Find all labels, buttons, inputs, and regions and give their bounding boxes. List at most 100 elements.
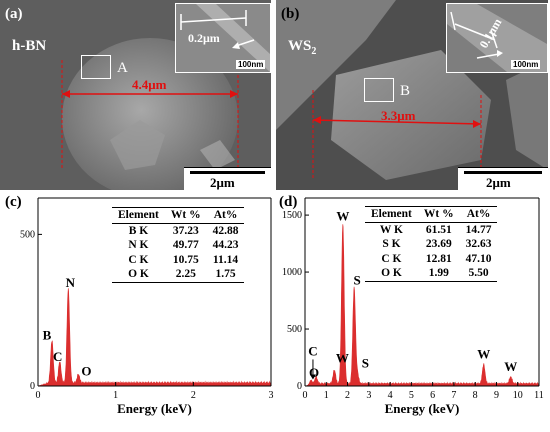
region-box-b: [364, 78, 394, 102]
peak-label: W: [336, 208, 349, 223]
panel-label-c: (c): [5, 194, 22, 210]
cell: C K: [128, 253, 149, 266]
cell: 49.77: [172, 239, 199, 251]
peak-label: O: [81, 364, 91, 379]
table-header: Element Wt % At%: [365, 206, 498, 222]
eds-plot-c: 0 1 2 3 0 500 Energy (keV) BC N O: [20, 197, 274, 416]
cell: 5.50: [468, 267, 489, 279]
material-label-ws2: WS2: [288, 38, 316, 57]
material-label-hbn: h-BN: [12, 38, 47, 54]
peak-label: W: [504, 359, 517, 374]
x-tick-label: 9: [494, 390, 499, 401]
c-peak-arrowhead: [309, 374, 316, 380]
y-tick-label: 500: [287, 324, 302, 335]
peak-label: S: [354, 272, 361, 287]
cell: C K: [381, 252, 402, 265]
ws2-main: WS: [288, 38, 312, 54]
hbn-scalebar: 2μm: [184, 167, 271, 190]
x-tick-label: 6: [430, 390, 435, 401]
col-at: At%: [213, 209, 238, 221]
col-element: Element: [371, 208, 412, 220]
col-wt: Wt %: [423, 208, 454, 220]
cell: 44.23: [212, 239, 239, 251]
hbn-scale-text: 2μm: [210, 175, 235, 190]
peak-label: O: [309, 365, 319, 380]
table-row: W K 61.51 14.77: [365, 222, 497, 237]
ws2-width-line: [312, 119, 482, 125]
table-row: C K 10.75 11.14: [112, 253, 244, 268]
x-tick-label: 3: [366, 390, 371, 401]
table-row: N K 49.77 44.23: [112, 238, 244, 253]
cell: 1.99: [428, 267, 449, 279]
x-tick-label: 10: [513, 390, 523, 401]
table-row: O K 2.25 1.75: [112, 267, 245, 282]
x-tick-label: 1: [324, 390, 329, 401]
cell: 32.63: [465, 238, 492, 250]
col-element: Element: [118, 209, 159, 221]
composition-table-d: Element Wt % At% W K 61.51 14.77 S K 23.69 3…: [365, 206, 498, 282]
hbn-particle: [62, 38, 238, 190]
cell: 12.81: [425, 252, 452, 265]
peak-label: W: [477, 347, 490, 362]
x-tick-label: 8: [473, 390, 478, 401]
x-axis-label: Energy (keV): [385, 401, 460, 416]
eds-chart-hbn: 0 1 2 3 0 500 Energy (keV) B C N O (c) Element Wt …: [0, 192, 275, 427]
x-tick-label: 2: [191, 390, 196, 401]
x-tick-label: 4: [388, 390, 393, 401]
ws2-scale-text: 2μm: [486, 175, 511, 190]
peak-label: N: [66, 275, 76, 290]
ws2-inset-scale: 100nm: [511, 60, 541, 69]
table-row: B K 37.23 42.88: [112, 223, 244, 238]
peak-label: S: [362, 356, 369, 371]
ws2-width-value: 3.3μm: [381, 108, 416, 123]
hbn-inset-scale: 100nm: [236, 60, 266, 69]
y-tick-label: 1500: [282, 210, 302, 221]
x-tick-label: 0: [36, 390, 41, 401]
table-row: O K 1.99 5.50: [365, 266, 498, 281]
sem-image-ws2: (b) WS2 3.3μm B 0.1μm 100nm 2μm: [276, 0, 548, 190]
x-tick-label: 1: [113, 390, 118, 401]
cell: 37.23: [172, 224, 199, 237]
y-tick-label: 0: [297, 381, 302, 392]
ws2-micrograph: [276, 0, 548, 190]
cell: B K: [128, 224, 149, 237]
x-tick-label: 2: [345, 390, 350, 401]
hbn-inset: 0.2μm 100nm: [175, 3, 271, 73]
x-tick-label: 0: [303, 390, 308, 401]
cell: O K: [128, 268, 149, 280]
col-wt: Wt %: [170, 209, 201, 221]
spectrum-area: [304, 224, 540, 387]
region-label-a: A: [117, 60, 128, 76]
cell: 11.14: [212, 253, 239, 266]
col-at: At%: [466, 208, 491, 220]
table-header: Element Wt % At%: [112, 207, 245, 223]
ws2-inset: 0.1μm 100nm: [446, 3, 548, 73]
ws2-flake: [331, 50, 491, 180]
x-tick-label: 7: [451, 390, 456, 401]
region-box-a: [81, 55, 111, 79]
x-tick-label: 5: [409, 390, 414, 401]
peak-label: B: [43, 328, 52, 343]
table-row: S K 23.69 32.63: [365, 237, 497, 252]
cell: 47.10: [465, 252, 492, 265]
cell: 2.25: [175, 268, 196, 280]
cell: W K: [379, 223, 403, 236]
table-row: C K 12.81 47.10: [365, 252, 497, 267]
peak-label: C: [53, 349, 62, 364]
region-label-b: B: [400, 83, 411, 99]
composition-table-c: Element Wt % At% B K 37.23 42.88 N K 49.77 4…: [112, 207, 245, 283]
sem-image-hbn: (a) h-BN 4.4μm A 0.2μm 100nm 2μm: [0, 0, 271, 190]
y-tick-label: 0: [30, 381, 35, 392]
cell: 42.88: [212, 224, 239, 237]
x-tick-label: 3: [269, 390, 274, 401]
cell: O K: [381, 267, 402, 279]
panel-label-b: (b): [281, 6, 300, 22]
cell: 23.69: [425, 238, 452, 250]
cell: 10.75: [172, 253, 199, 266]
x-tick-label: 11: [534, 390, 544, 401]
ws2-scalebar: 2μm: [458, 167, 548, 190]
peak-label: W: [336, 350, 349, 365]
cell: S K: [382, 238, 401, 250]
cell: 14.77: [465, 223, 492, 236]
